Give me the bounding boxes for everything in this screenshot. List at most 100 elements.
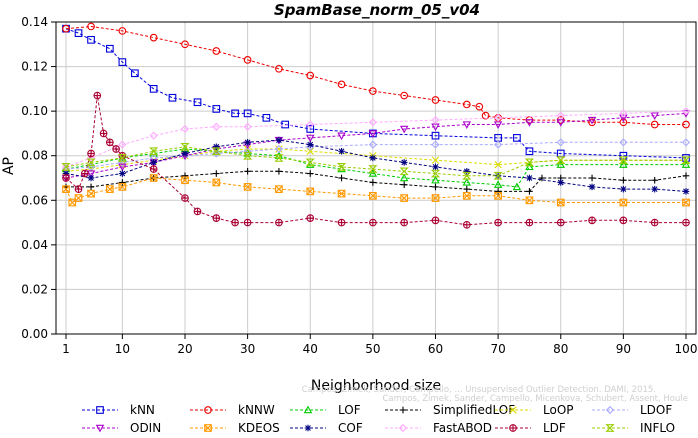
data-point: [337, 80, 346, 89]
data-point: [431, 156, 440, 164]
data-point: [244, 168, 251, 175]
data-point: [180, 124, 190, 134]
data-point: [306, 142, 315, 151]
data-point: [556, 156, 566, 165]
data-point: [274, 144, 284, 154]
data-point: [275, 136, 283, 144]
data-point: [399, 167, 409, 176]
series-ldf: [62, 91, 690, 229]
data-point: [242, 151, 253, 160]
data-point: [306, 147, 314, 155]
data-point: [651, 176, 658, 184]
data-point: [204, 424, 212, 432]
legend-label: kNNW: [238, 403, 275, 417]
data-point: [369, 191, 377, 200]
data-point: [462, 171, 472, 180]
data-point: [619, 160, 628, 168]
y-tick-label: 0.02: [21, 282, 48, 296]
data-point: [431, 194, 440, 202]
data-point: [93, 91, 102, 100]
data-point: [150, 159, 157, 166]
chart-title: SpamBase_norm_05_v04: [274, 1, 480, 19]
data-point: [431, 96, 440, 104]
data-point: [61, 163, 71, 171]
data-point: [275, 168, 283, 175]
data-point: [618, 156, 629, 165]
series-kdeos: [62, 174, 690, 207]
data-point: [62, 174, 70, 182]
data-point: [556, 138, 565, 147]
data-point: [619, 109, 628, 118]
credit-line-2: Campos, Zimek, Sander, Campello, Micenko…: [382, 394, 688, 404]
legend-item: ODIN: [82, 421, 161, 435]
series-layer: [61, 22, 691, 229]
series-line: [65, 141, 686, 170]
data-point: [399, 125, 409, 134]
data-point: [337, 218, 346, 227]
data-point: [212, 178, 221, 187]
data-point: [525, 196, 534, 205]
data-point: [682, 172, 690, 180]
data-point: [274, 154, 284, 162]
credit-line-1: Campos, Zimek, Sander, Campello, ... Uns…: [302, 385, 656, 395]
legend-label: LoOP: [543, 403, 574, 417]
data-point: [494, 113, 503, 122]
data-point: [369, 154, 377, 162]
data-point: [275, 218, 283, 227]
data-point: [620, 185, 627, 193]
data-point: [68, 198, 77, 207]
data-point: [650, 112, 659, 121]
y-tick-label: 0.14: [21, 15, 48, 29]
data-point: [538, 174, 546, 182]
legend-label: SimplifiedLOF: [433, 403, 515, 417]
x-tick-label: 40: [303, 342, 318, 356]
legend-item: FastABOD: [385, 421, 492, 435]
data-point: [193, 207, 202, 216]
x-tick-label: 90: [616, 342, 631, 356]
series-line: [65, 95, 686, 226]
data-point: [463, 185, 471, 193]
data-point: [212, 214, 221, 222]
data-point: [588, 216, 596, 225]
data-point: [244, 139, 251, 146]
legend-item: LoOP: [495, 403, 574, 417]
data-point: [494, 188, 502, 195]
series-line: [65, 25, 686, 125]
data-point: [525, 119, 534, 127]
data-point: [475, 102, 484, 111]
data-point: [494, 140, 503, 149]
legend-label: FastABOD: [433, 421, 492, 434]
data-point: [74, 185, 83, 193]
data-point: [105, 44, 114, 53]
data-point: [368, 169, 378, 177]
data-point: [588, 183, 596, 191]
data-point: [338, 174, 345, 182]
data-point: [398, 423, 408, 433]
data-point: [181, 172, 189, 180]
data-point: [306, 120, 315, 129]
series-line: [65, 177, 686, 204]
data-point: [119, 179, 126, 186]
data-point: [494, 218, 502, 227]
data-point: [212, 122, 221, 131]
y-tick-label: 0.12: [21, 60, 48, 74]
data-point: [399, 406, 407, 414]
data-point: [87, 149, 95, 158]
data-point: [193, 98, 202, 107]
data-point: [650, 218, 659, 227]
data-point: [556, 160, 565, 168]
data-point: [305, 158, 315, 167]
data-point: [118, 27, 127, 35]
data-point: [369, 179, 377, 186]
data-point: [275, 64, 283, 73]
data-point: [525, 162, 534, 171]
data-point: [337, 132, 346, 141]
series-line: [65, 148, 686, 188]
data-point: [212, 47, 221, 55]
data-point: [400, 181, 408, 188]
data-point: [619, 138, 628, 147]
data-point: [681, 107, 691, 116]
legend-item: LOF: [290, 403, 361, 417]
data-point: [681, 110, 691, 118]
